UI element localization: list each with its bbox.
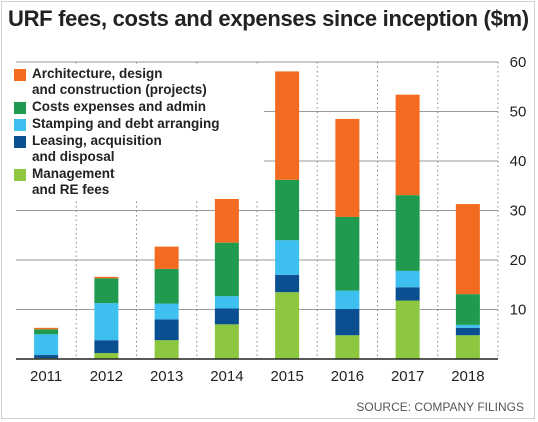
bar-segment [154, 268, 179, 304]
bar-segment [455, 294, 480, 325]
legend-label: Leasing, acquisition and disposal [32, 133, 162, 164]
y-tick-label: 20 [510, 252, 527, 269]
bar-segment [395, 287, 420, 301]
legend: Architecture, design and construction (p… [14, 66, 264, 199]
legend-swatch [14, 102, 26, 114]
y-tick-label: 40 [510, 153, 527, 170]
bar-segment [335, 290, 360, 310]
bar-segment [94, 353, 119, 359]
bar-segment [335, 216, 360, 291]
bar-segment [275, 71, 300, 180]
bar-segment [94, 303, 119, 341]
bar-segment [335, 335, 360, 359]
legend-item: Leasing, acquisition and disposal [14, 133, 264, 165]
bar-segment [154, 303, 179, 320]
bar-segment [34, 355, 59, 359]
bar-segment [94, 276, 119, 279]
x-tick-label: 2011 [30, 368, 62, 385]
bar-segment [275, 240, 300, 275]
legend-swatch [14, 119, 26, 131]
source-note: SOURCE: COMPANY FILINGS [356, 400, 524, 414]
bar-segment [214, 242, 239, 297]
chart-title: URF fees, costs and expenses since incep… [8, 6, 529, 31]
bar-segment [455, 335, 480, 359]
bar-segment [395, 300, 420, 359]
bar-segment [455, 327, 480, 336]
y-tick-label: 60 [510, 54, 527, 71]
bar-segment [94, 278, 119, 304]
bar-segment [395, 94, 420, 196]
bar-segment [214, 324, 239, 359]
bar-segment [154, 319, 179, 341]
y-tick-label: 50 [510, 104, 527, 121]
bar-segment [395, 270, 420, 288]
bar-layer [34, 71, 480, 359]
bar-segment [335, 118, 360, 217]
legend-swatch [14, 136, 26, 148]
bar-segment [335, 309, 360, 336]
y-tick-label: 10 [510, 302, 527, 319]
legend-swatch [14, 169, 26, 181]
legend-swatch [14, 69, 26, 81]
bar-segment [154, 340, 179, 359]
bar-segment [34, 329, 59, 335]
bar-segment [34, 334, 59, 356]
legend-item: Stamping and debt arranging [14, 116, 264, 132]
x-tick-label: 2017 [391, 368, 424, 385]
x-tick-label: 2012 [90, 368, 123, 385]
legend-item: Costs expenses and admin [14, 99, 264, 115]
bar-segment [94, 340, 119, 354]
bar-segment [214, 296, 239, 309]
bar-segment [455, 204, 480, 295]
legend-item: Architecture, design and construction (p… [14, 66, 264, 98]
bar-segment [275, 179, 300, 241]
x-tick-label: 2018 [451, 368, 484, 385]
bar-segment [395, 195, 420, 271]
bar-segment [214, 308, 239, 325]
bar-segment [455, 324, 480, 328]
x-tick-label: 2013 [150, 368, 183, 385]
legend-item: Management and RE fees [14, 166, 264, 198]
x-tick-label: 2015 [270, 368, 303, 385]
legend-label: Management and RE fees [32, 166, 115, 197]
x-tick-label: 2016 [331, 368, 364, 385]
legend-label: Costs expenses and admin [32, 99, 207, 114]
legend-label: Stamping and debt arranging [32, 116, 220, 131]
y-tick-label: 30 [510, 203, 527, 220]
legend-label: Architecture, design and construction (p… [32, 66, 207, 97]
x-tick-label: 2014 [210, 368, 243, 385]
bar-segment [275, 274, 300, 293]
bar-segment [154, 246, 179, 269]
axis-layer: 2011 2012 2013 2014 2015 2016 2017 2018 10 20 30 40… [16, 54, 526, 385]
bar-segment [275, 292, 300, 359]
bar-segment [34, 327, 59, 330]
